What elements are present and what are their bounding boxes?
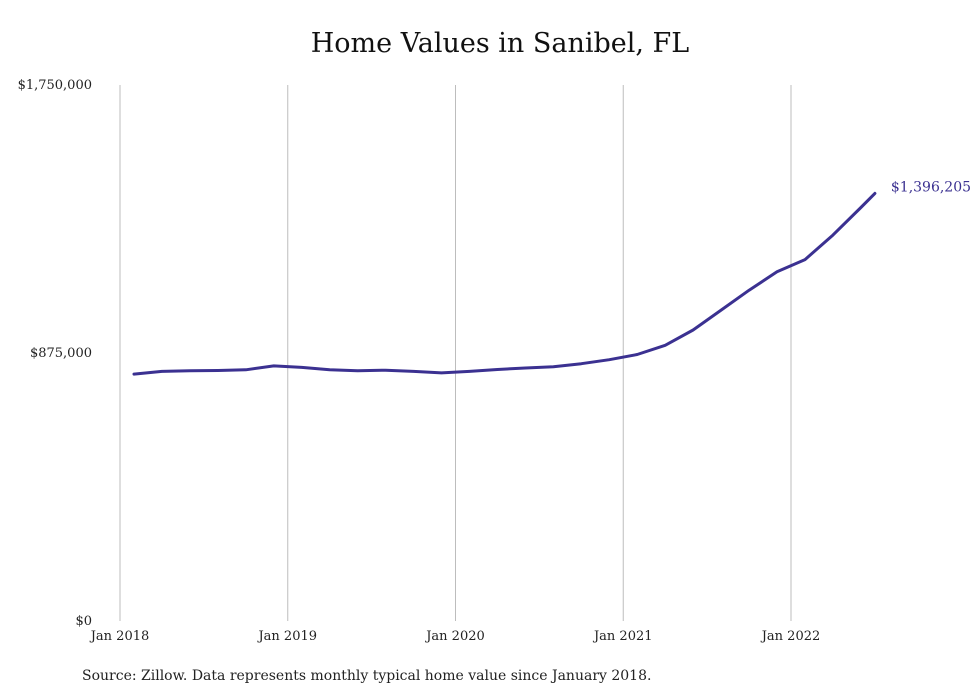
x-tick-label: Jan 2019 — [256, 629, 317, 644]
source-note: Source: Zillow. Data represents monthly … — [82, 668, 652, 684]
chart-title: Home Values in Sanibel, FL — [310, 28, 690, 59]
y-tick-label: $1,750,000 — [18, 78, 92, 93]
line-chart: Jan 2018 Jan 2019 Jan 2020 Jan 2021 Jan 2022… — [18, 78, 971, 644]
x-tick-label: Jan 2018 — [89, 629, 150, 644]
x-tick-label: Jan 2021 — [592, 629, 653, 644]
x-tick-label: Jan 2022 — [760, 629, 821, 644]
x-tick-label: Jan 2020 — [424, 629, 485, 644]
y-tick-label: $875,000 — [30, 346, 92, 361]
end-value-label: $1,396,205 — [891, 179, 971, 195]
series-line — [132, 191, 877, 376]
y-tick-label: $0 — [75, 614, 92, 629]
